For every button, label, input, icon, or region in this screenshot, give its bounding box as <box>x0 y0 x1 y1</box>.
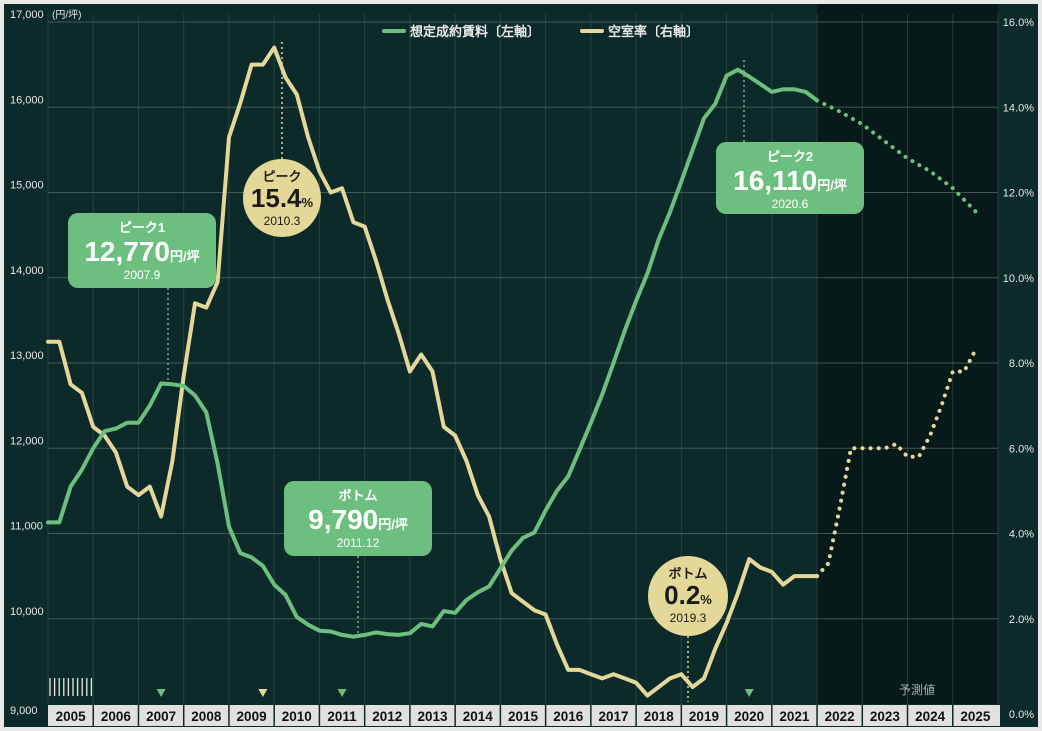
series-line <box>46 67 819 639</box>
event-marker-triangle <box>258 689 268 697</box>
annotation-label: ボトム <box>668 566 707 581</box>
x-axis-tick: 2008 <box>191 709 222 724</box>
annotation-label: ピーク <box>262 169 301 184</box>
forecast-label: 予測値 <box>899 682 935 697</box>
annotation-unit: % <box>302 195 314 210</box>
right-axis-tick: 2.0% <box>1009 614 1034 626</box>
x-axis-tick: 2017 <box>598 709 628 724</box>
left-axis-tick: 14,000 <box>10 265 44 277</box>
event-marker-triangle <box>744 689 754 697</box>
x-axis-tick: 2015 <box>508 709 539 724</box>
annotation-circle <box>243 159 321 237</box>
annotation-date: 2011.12 <box>337 536 380 550</box>
legend-label: 想定成約賃料〔左軸〕 <box>410 24 540 39</box>
annotation-unit: 円/坪 <box>378 517 408 532</box>
right-axis-tick: 0.0% <box>1009 709 1034 721</box>
x-axis-tick: 2023 <box>870 709 901 724</box>
right-axis-tick: 4.0% <box>1009 529 1034 541</box>
annotation-value: 12,770 <box>84 236 170 267</box>
x-axis-tick: 2014 <box>463 709 494 724</box>
legend-label: 空室率〔右軸〕 <box>608 24 699 39</box>
right-axis-tick: 10.0% <box>1003 273 1034 285</box>
event-marker-triangle <box>337 689 347 697</box>
left-axis-tick: 12,000 <box>10 435 44 447</box>
x-axis-tick: 2025 <box>960 709 991 724</box>
x-axis-tick: 2009 <box>237 709 267 724</box>
right-axis-tick: 12.0% <box>1003 188 1034 200</box>
right-axis-tick: 16.0% <box>1003 17 1034 29</box>
annotation-box <box>68 213 216 288</box>
annotation-date: 2010.3 <box>264 214 301 228</box>
x-axis-tick: 2024 <box>915 709 946 724</box>
annotation-label: ピーク1 <box>119 220 165 235</box>
x-axis-tick: 2012 <box>372 709 402 724</box>
annotation-box <box>284 481 432 556</box>
right-axis-area <box>998 4 1038 704</box>
annotation-value-line: 16,110円/坪 <box>733 165 847 196</box>
x-axis-tick: 2019 <box>689 709 719 724</box>
x-axis-tick: 2005 <box>56 709 87 724</box>
annotation-value: 9,790 <box>308 504 378 535</box>
annotation-value: 15.4 <box>251 183 302 213</box>
x-axis-tick: 2021 <box>779 709 810 724</box>
x-axis-tick: 2020 <box>734 709 764 724</box>
annotation-circle <box>648 556 728 636</box>
annotation-date: 2007.9 <box>124 268 161 282</box>
series-line <box>46 45 819 698</box>
left-axis-unit: (円/坪) <box>52 8 81 21</box>
annotation-date: 2019.3 <box>670 611 707 625</box>
left-axis-tick: 11,000 <box>10 521 43 533</box>
x-axis-tick: 2006 <box>101 709 132 724</box>
event-marker-triangle <box>156 689 166 697</box>
annotation-label: ボトム <box>338 488 377 503</box>
annotation-unit: % <box>700 592 712 607</box>
x-axis-tick: 2016 <box>553 709 584 724</box>
annotation-value: 0.2 <box>664 580 700 610</box>
right-axis-tick: 8.0% <box>1009 358 1034 370</box>
annotation-unit: 円/坪 <box>170 249 200 264</box>
x-axis-tick: 2013 <box>418 709 449 724</box>
rent-vacancy-chart: 9,000 10,000 11,000 12,000 13,000 14,000 15,00… <box>10 4 1038 726</box>
annotation-value-line: 9,790円/坪 <box>308 504 408 535</box>
annotation-value-line: 15.4% <box>251 183 314 213</box>
annotation-box <box>716 142 864 214</box>
left-axis-tick: 15,000 <box>10 180 44 192</box>
right-axis-tick: 14.0% <box>1003 102 1034 114</box>
annotation-date: 2020.6 <box>772 197 809 211</box>
annotation-label: ピーク2 <box>767 149 813 164</box>
x-axis-tick: 2018 <box>644 709 675 724</box>
left-axis-tick: 9,000 <box>10 705 38 717</box>
annotation-value-line: 12,770円/坪 <box>84 236 199 267</box>
left-axis-tick: 16,000 <box>10 94 44 106</box>
annotation-value-line: 0.2% <box>664 580 712 610</box>
x-axis-tick: 2022 <box>825 709 855 724</box>
right-axis-tick: 6.0% <box>1009 443 1034 455</box>
left-axis-tick: 10,000 <box>10 606 44 618</box>
chart-frame: 9,000 10,000 11,000 12,000 13,000 14,000 15,00… <box>4 4 1038 727</box>
annotation-unit: 円/坪 <box>817 178 847 193</box>
x-axis-strip <box>48 705 1000 726</box>
left-axis-tick: 17,000 <box>10 9 44 21</box>
left-axis-tick: 13,000 <box>10 350 44 362</box>
x-axis-tick: 2010 <box>282 709 312 724</box>
x-axis-tick: 2011 <box>327 709 357 724</box>
annotation-value: 16,110 <box>733 165 817 196</box>
x-axis-tick: 2007 <box>146 709 176 724</box>
